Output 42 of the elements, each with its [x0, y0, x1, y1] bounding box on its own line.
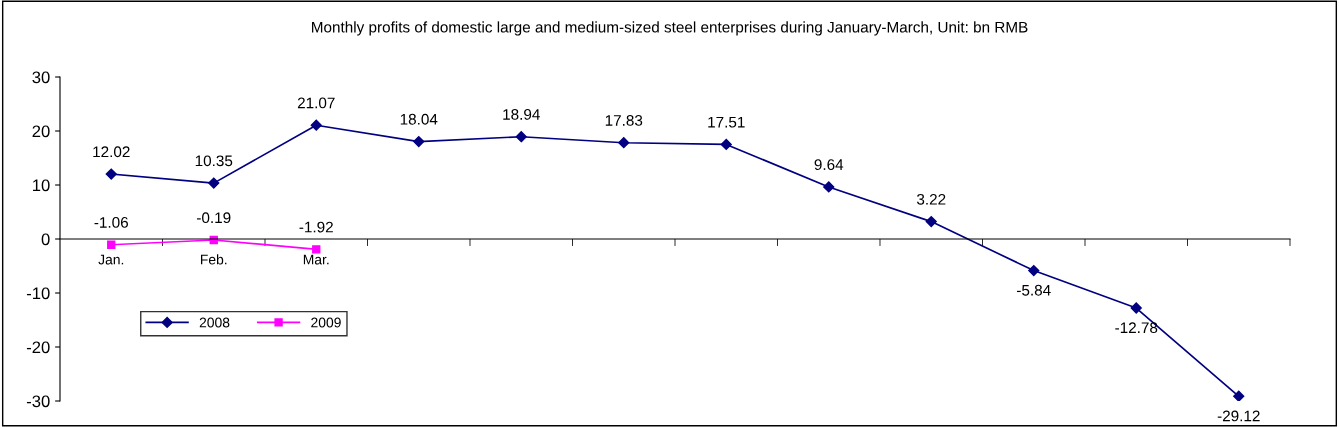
data-label: -1.06: [94, 217, 128, 228]
data-label: 17.83: [605, 114, 643, 126]
y-tick-label: -10: [26, 287, 50, 300]
y-tick-label: 10: [33, 179, 50, 192]
point: [925, 216, 937, 228]
point: [1130, 302, 1142, 314]
data-label: 17.51: [708, 116, 745, 128]
point: [310, 119, 322, 131]
data-label: -5.84: [1017, 284, 1051, 296]
y-tick-label: -20: [26, 341, 50, 354]
chart-title: Monthly profits of domestic large and medium-sized steel enterprises during January-March, Unit: bn RMB: [312, 21, 1028, 36]
data-label: 3.22: [916, 193, 946, 205]
point: [618, 137, 630, 149]
data-label: 18.04: [400, 113, 438, 125]
y-tick-label: 30: [32, 71, 50, 84]
point: [1233, 390, 1245, 401]
point: [105, 168, 117, 180]
data-label: 21.07: [297, 97, 335, 109]
data-label: -0.19: [197, 212, 231, 224]
point: [312, 245, 321, 254]
data-label: 10.35: [195, 155, 233, 167]
point: [413, 135, 425, 148]
point: [208, 177, 220, 189]
x-tick-label: Feb.: [200, 254, 227, 265]
point: [823, 181, 835, 193]
point: [515, 131, 527, 143]
data-label: 9.64: [814, 159, 844, 171]
data-label: -29.12: [1217, 410, 1260, 422]
data-label: -12.78: [1115, 322, 1158, 334]
point: [720, 138, 732, 151]
data-label: 18.94: [503, 109, 540, 120]
point: [107, 240, 116, 249]
point: [1028, 264, 1040, 277]
data-label: 12.02: [93, 146, 130, 158]
y-tick-label: 20: [32, 125, 50, 138]
data-label: -1.92: [299, 221, 333, 233]
y-tick-label: 0: [41, 233, 50, 246]
legend-label: 2009: [311, 317, 341, 328]
x-tick-label: Mar.: [303, 254, 329, 265]
y-tick-label: -30: [26, 395, 50, 408]
x-tick-label: Jan.: [98, 254, 124, 265]
legend-label: 2008: [199, 317, 230, 328]
